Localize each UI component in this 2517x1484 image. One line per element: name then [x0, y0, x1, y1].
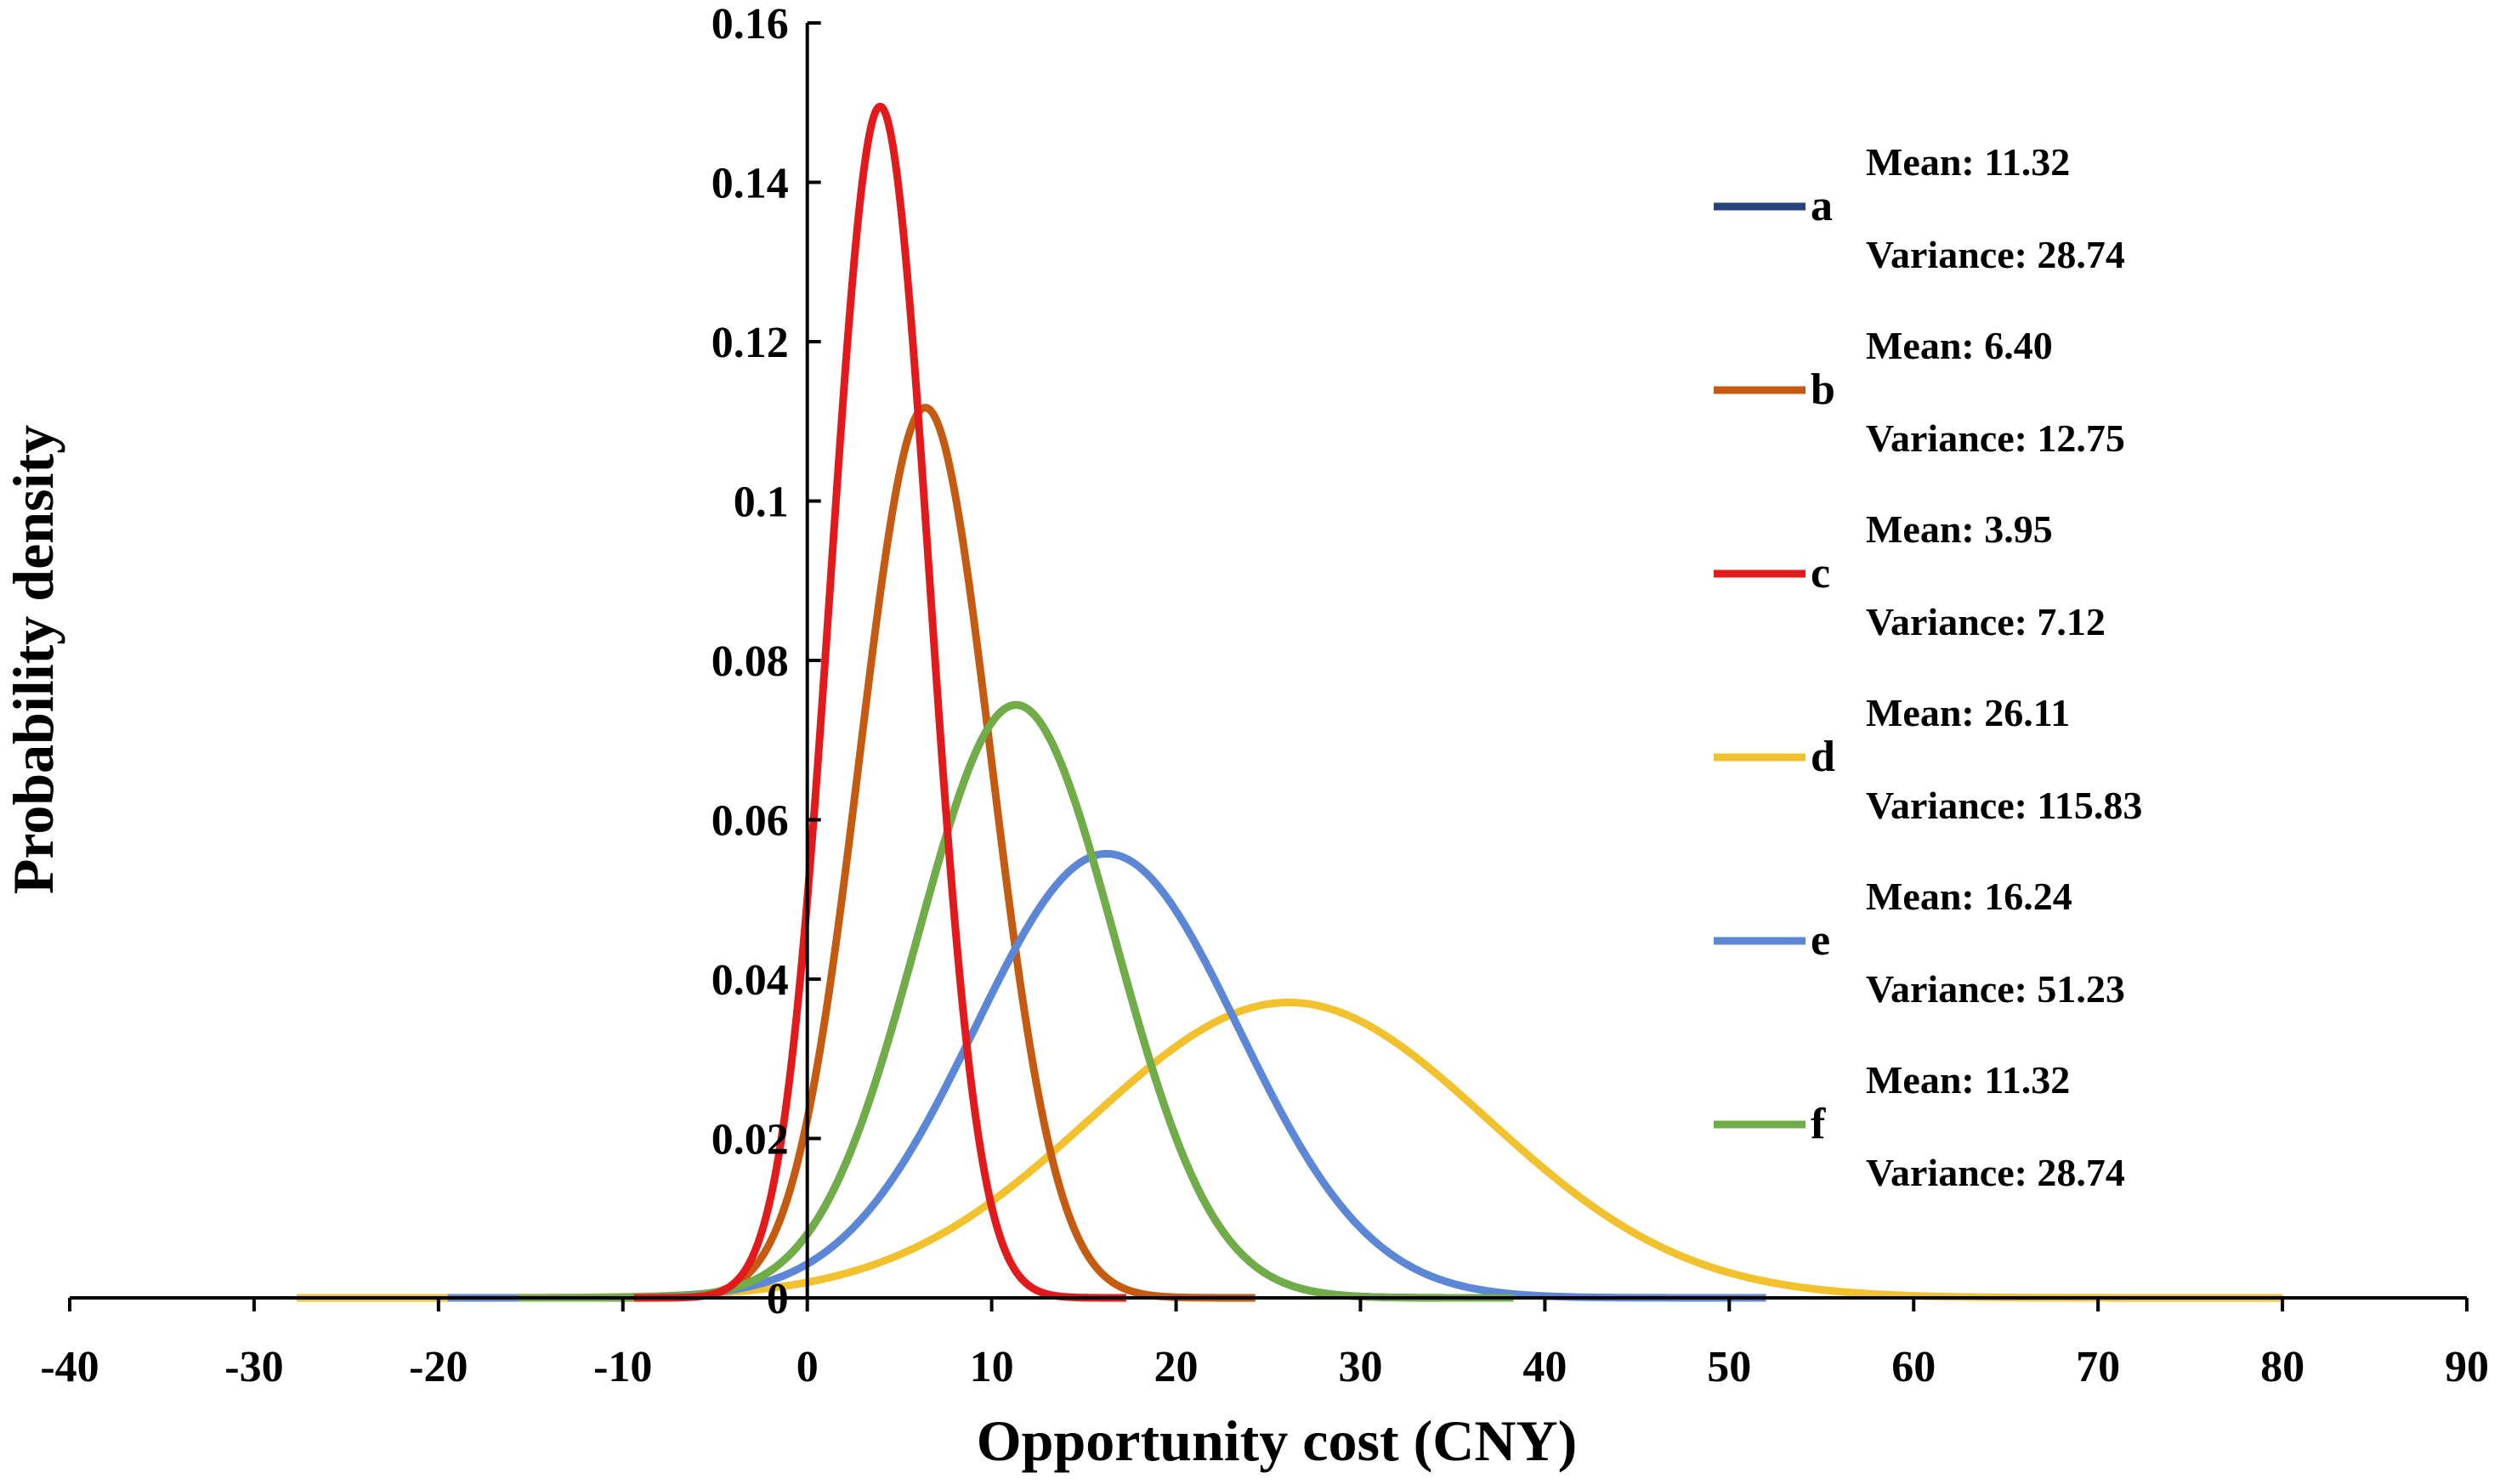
series-line-a: [515, 700, 1516, 1302]
y-tick-label: 0.04: [711, 956, 789, 1005]
legend-label-f: f: [1811, 1100, 1826, 1148]
legend-mean-a: Mean: 11.32: [1866, 140, 2070, 184]
legend-variance-e: Variance: 51.23: [1866, 967, 2125, 1011]
legend: a Mean: 11.32 Variance: 28.74 b Mean: 6.40 Va…: [1714, 140, 2142, 1194]
legend-label-d: d: [1811, 733, 1835, 781]
series-line-f: [515, 700, 1516, 1302]
y-tick-label: 0.08: [711, 637, 789, 686]
x-tick-label: 90: [2445, 1343, 2489, 1391]
legend-variance-d: Variance: 115.83: [1866, 784, 2142, 827]
legend-variance-c: Variance: 7.12: [1866, 600, 2106, 643]
legend-mean-e: Mean: 16.24: [1866, 875, 2072, 918]
y-tick-label: 0.14: [711, 160, 789, 208]
x-tick-label: -40: [40, 1343, 99, 1391]
x-tick-label: -10: [593, 1343, 652, 1391]
legend-mean-f: Mean: 11.32: [1866, 1058, 2070, 1102]
legend-variance-b: Variance: 12.75: [1866, 416, 2125, 460]
x-tick-label: 20: [1154, 1343, 1199, 1391]
x-tick-label: 30: [1338, 1343, 1382, 1391]
x-tick-label: 80: [2260, 1343, 2304, 1391]
legend-mean-d: Mean: 26.11: [1866, 691, 2070, 734]
x-tick-label: 70: [2076, 1343, 2120, 1391]
x-tick-label: 60: [1891, 1343, 1936, 1391]
y-tick-label: 0.12: [711, 319, 789, 367]
axes-layer: [70, 23, 2467, 1300]
x-tick-label: 50: [1707, 1343, 1751, 1391]
x-tick-label: 0: [796, 1343, 819, 1391]
y-tick-label: 0: [767, 1275, 789, 1323]
y-tick-label: 0.06: [711, 797, 789, 846]
x-axis-title: Opportunity cost (CNY): [977, 1408, 1577, 1473]
x-tick-label: 40: [1522, 1343, 1567, 1391]
legend-mean-b: Mean: 6.40: [1866, 324, 2053, 367]
x-ticks: -40 -30 -20 -10 0 10 20 30 40 50 60 70 80 90: [40, 1298, 2489, 1391]
series-line-c: [631, 102, 1130, 1302]
y-tick-label: 0.02: [711, 1116, 789, 1164]
x-tick-label: 10: [970, 1343, 1014, 1391]
y-tick-label: 0.16: [711, 0, 789, 48]
y-ticks: 0 0.02 0.04 0.06 0.08 0.1 0.12 0.14 0.16: [711, 0, 821, 1323]
legend-label-a: a: [1811, 182, 1833, 230]
legend-mean-c: Mean: 3.95: [1866, 507, 2053, 551]
legend-label-b: b: [1811, 365, 1835, 414]
legend-label-c: c: [1811, 549, 1830, 598]
y-axis-title: Probability density: [1, 425, 65, 894]
y-tick-label: 0.1: [734, 479, 789, 527]
legend-label-e: e: [1811, 916, 1830, 965]
legend-variance-a: Variance: 28.74: [1866, 233, 2125, 276]
x-tick-label: -30: [224, 1343, 283, 1391]
legend-variance-f: Variance: 28.74: [1866, 1151, 2125, 1194]
x-tick-label: -20: [409, 1343, 468, 1391]
